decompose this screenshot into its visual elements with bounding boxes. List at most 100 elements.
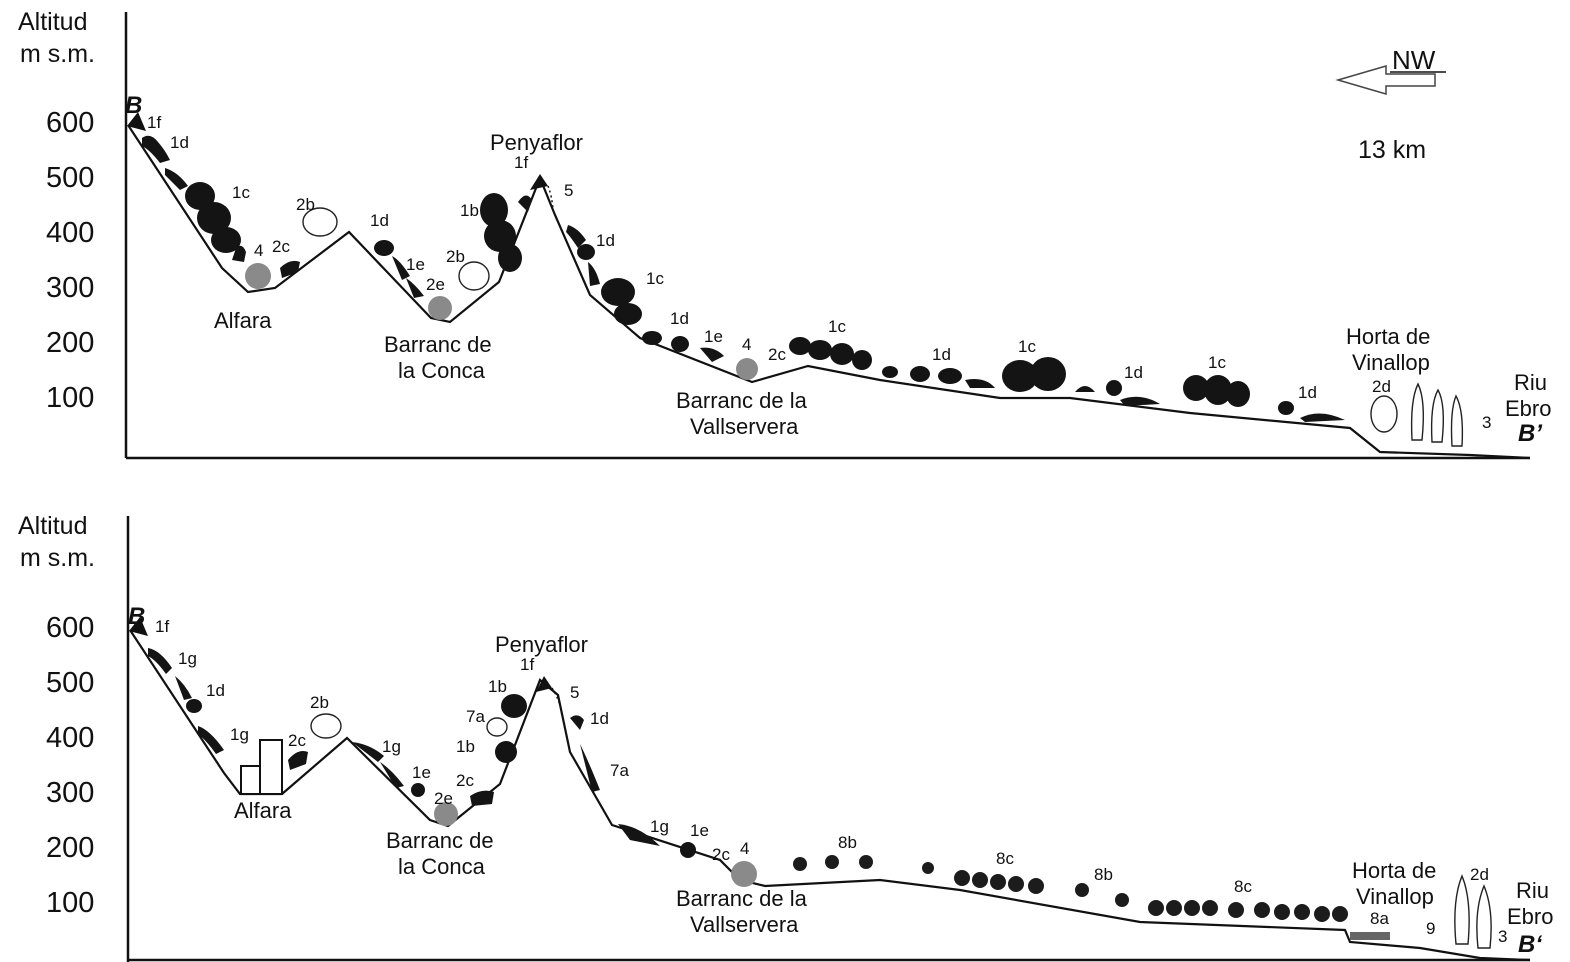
vegetation-code: 2c (272, 237, 290, 256)
vegetation-grey (245, 263, 758, 380)
place-label: Horta de (1346, 324, 1430, 349)
vegetation-code: 1f (155, 617, 169, 636)
vegetation-code: 1b (488, 677, 507, 696)
vegetation-code: 5 (564, 181, 573, 200)
vegetation-codes: 1f 1d 1c 4 2c 2b 1d 1e 2e 2b 1b 1f 5 1d … (147, 113, 1491, 432)
vegetation-code: 2b (296, 195, 315, 214)
direction-label: NW (1392, 45, 1436, 75)
vegetation-code: 4 (740, 839, 749, 858)
start-label: B (125, 92, 142, 119)
tick-label: 100 (46, 382, 94, 414)
tick-label: 500 (46, 667, 94, 699)
place-label: Ebro (1505, 396, 1551, 421)
place-label: la Conca (398, 358, 486, 383)
vegetation-code: 1d (932, 345, 951, 364)
place-label: Alfara (214, 308, 272, 333)
terrain-line (127, 124, 1531, 460)
vegetation-code: 2b (446, 247, 465, 266)
place-label: Barranc de la (676, 388, 808, 413)
vegetation-code: 1d (670, 309, 689, 328)
peak-marker (127, 112, 146, 131)
vegetation-dark (142, 135, 1345, 422)
vegetation-code: 1d (1124, 363, 1143, 382)
orchard-trees (793, 855, 1390, 940)
place-label: Riu (1514, 370, 1547, 395)
vegetation-code: 1c (646, 269, 664, 288)
place-label: Barranc de (386, 828, 494, 853)
tick-label: 200 (46, 327, 94, 359)
end-label: B‘ (1518, 931, 1542, 958)
direction-arrow: NW (1335, 45, 1446, 95)
vegetation-code: 1b (456, 737, 475, 756)
arrow-left-icon (1335, 65, 1436, 95)
vegetation-code: 8b (838, 833, 857, 852)
vegetation-code: 1c (1208, 353, 1226, 372)
vegetation-code: 2c (288, 731, 306, 750)
place-label: Penyaflor (495, 632, 588, 657)
place-label: Vinallop (1356, 884, 1434, 909)
tick-label: 400 (46, 722, 94, 754)
vegetation-code: 2b (310, 693, 329, 712)
vegetation-code: 1f (147, 113, 161, 132)
axis-label-line2: m s.m. (20, 40, 95, 68)
place-label: Horta de (1352, 858, 1436, 883)
tick-label: 400 (46, 217, 94, 249)
vegetation-open (310, 713, 1492, 949)
end-label: B’ (1518, 420, 1542, 447)
axis-label-line1: Altitud (18, 8, 87, 36)
vegetation-code: 2d (1372, 377, 1391, 396)
vegetation-code: 2c (768, 345, 786, 364)
place-label: Vinallop (1352, 350, 1430, 375)
vegetation-code: 8b (1094, 865, 1113, 884)
vegetation-code: 1g (230, 725, 249, 744)
tick-label: 300 (46, 272, 94, 304)
profile-top: Altitud m s.m. 600 500 400 300 200 100 N… (18, 8, 1551, 460)
place-label: Vallservera (690, 912, 799, 937)
vegetation-code: 1f (514, 153, 528, 172)
tick-label: 300 (46, 777, 94, 809)
axis-label-line1: Altitud (18, 512, 87, 540)
tick-label: 600 (46, 107, 94, 139)
vegetation-code: 1d (170, 133, 189, 152)
tick-label: 200 (46, 832, 94, 864)
vegetation-code: 1d (370, 211, 389, 230)
vegetation-code: 1e (406, 255, 425, 274)
vegetation-code: 8c (996, 849, 1014, 868)
vegetation-code: 8c (1234, 877, 1252, 896)
peak-marker (536, 676, 552, 692)
vegetation-code: 1c (1018, 337, 1036, 356)
terrain-line (129, 629, 1531, 962)
vegetation-code: 1e (704, 327, 723, 346)
tick-label: 100 (46, 887, 94, 919)
vegetation-code: 1f (520, 655, 534, 674)
vegetation-code: 3 (1498, 927, 1507, 946)
place-label: Barranc de (384, 332, 492, 357)
place-label: Penyaflor (490, 130, 583, 155)
vegetation-code: 1d (206, 681, 225, 700)
place-label: Barranc de la (676, 886, 808, 911)
vegetation-grey (434, 802, 757, 887)
vegetation-code: 2e (426, 275, 445, 294)
vegetation-code: 7a (466, 707, 485, 726)
vegetation-code: 1c (232, 183, 250, 202)
vegetation-codes: 1f 1g 1d 1g 2c 2b 1g 1e 2e 2c 1b 7a 1b 1… (155, 617, 1507, 946)
vegetation-code: 2e (434, 789, 453, 808)
vegetation-code: 3 (1482, 413, 1491, 432)
vegetation-code: 1e (690, 821, 709, 840)
vegetation-code: 1g (650, 817, 669, 836)
vegetation-code: 4 (742, 335, 751, 354)
axis-label-line2: m s.m. (20, 544, 95, 572)
place-label: la Conca (398, 854, 486, 879)
vegetation-code: 1c (828, 317, 846, 336)
tick-label: 500 (46, 162, 94, 194)
place-label: Ebro (1507, 904, 1553, 929)
vegetation-code: 8a (1370, 909, 1389, 928)
vegetation-code: 7a (610, 761, 629, 780)
peak-marker (129, 617, 148, 636)
vegetation-code: 2c (456, 771, 474, 790)
distance-label: 13 km (1358, 136, 1426, 164)
place-label: Vallservera (690, 414, 799, 439)
vegetation-code: 5 (570, 683, 579, 702)
vegetation-code: 1d (596, 231, 615, 250)
